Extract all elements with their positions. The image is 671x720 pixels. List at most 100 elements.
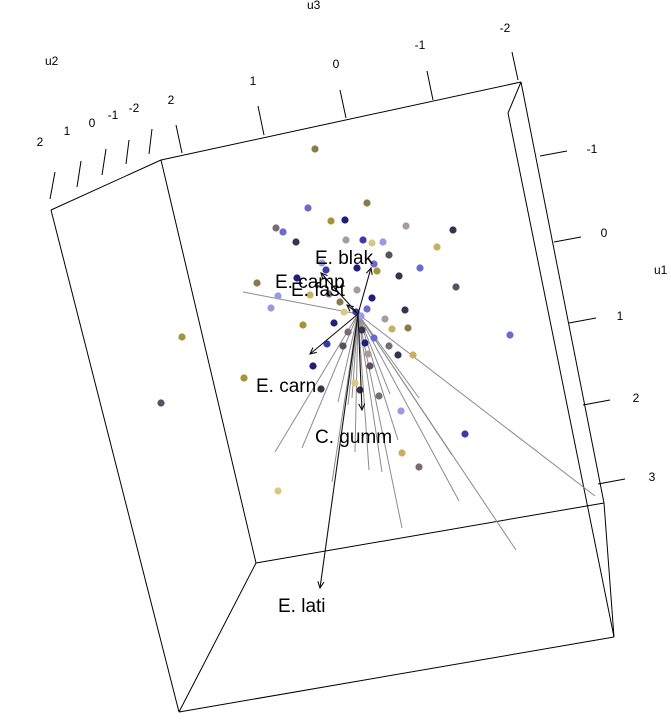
loading-arrow: [346, 304, 359, 315]
loading-ray: [357, 313, 460, 502]
u2-axis-label: u2: [45, 54, 59, 68]
data-point: [274, 292, 282, 300]
arrow-head: [309, 347, 317, 355]
data-point: [385, 342, 393, 350]
label-e-blak: E. blak: [315, 248, 374, 269]
data-point: [292, 238, 300, 246]
data-point: [178, 333, 186, 341]
data-point: [336, 298, 344, 306]
u2-tick-label: -2: [129, 101, 140, 115]
data-point: [415, 463, 423, 471]
u2-tick-label: 0: [89, 116, 96, 130]
data-point: [353, 286, 361, 294]
u2-tick: [101, 148, 107, 176]
loading-ray: [274, 313, 359, 453]
loading-ray: [242, 291, 359, 315]
arrow-head: [317, 581, 325, 590]
u1-tick: [582, 399, 611, 406]
data-point: [327, 217, 335, 225]
u3-tick: [175, 124, 183, 154]
data-point: [330, 319, 338, 327]
loading-ray: [357, 313, 383, 473]
label-e-camp: E. camp: [275, 272, 345, 293]
u2-axis: [49, 128, 153, 200]
data-point: [299, 321, 307, 329]
u2-tick-label: 2: [37, 135, 44, 149]
data-point: [416, 264, 424, 272]
data-point: [404, 324, 412, 332]
box-edge: [178, 562, 257, 713]
arrow-head: [358, 403, 366, 412]
data-point: [375, 392, 383, 400]
u1-tick-label: 3: [649, 470, 656, 484]
data-point: [318, 259, 326, 267]
loading-arrow: [357, 313, 363, 411]
loading-ray: [357, 313, 596, 497]
loading-ray: [357, 313, 420, 399]
data-point: [398, 449, 406, 457]
data-point: [361, 339, 369, 347]
u1-tick: [568, 317, 597, 324]
data-point: [385, 251, 393, 259]
data-point: [397, 407, 405, 415]
data-point: [364, 350, 372, 358]
loading-ray: [301, 313, 359, 449]
data-point: [356, 386, 364, 394]
data-point: [368, 239, 376, 247]
label-e-fast: E. fast: [291, 280, 346, 301]
u3-tick-label: 1: [250, 74, 257, 88]
data-point: [325, 290, 333, 298]
loading-ray: [357, 313, 370, 471]
data-point: [370, 334, 378, 342]
data-point: [309, 362, 317, 370]
data-point: [357, 312, 365, 320]
arrow-head: [320, 272, 328, 280]
data-point: [363, 305, 371, 313]
data-point: [409, 351, 417, 359]
data-point: [359, 236, 367, 244]
label-c-gumm: C. gumm: [315, 427, 392, 448]
data-point: [402, 222, 410, 230]
data-point: [506, 331, 514, 339]
data-point: [323, 340, 331, 348]
data-point: [368, 294, 376, 302]
u2-tick: [148, 128, 153, 155]
box-edge: [160, 81, 522, 161]
data-point: [340, 308, 348, 316]
u1-axis-label-text: u1: [654, 263, 668, 277]
loading-arrow: [309, 313, 359, 355]
box-edge: [160, 159, 257, 564]
u3-tick-label: 2: [168, 93, 175, 107]
data-point: [339, 342, 347, 350]
u2-axis-label-text: u2: [45, 54, 59, 68]
data-point: [433, 243, 441, 251]
u1-tick: [553, 236, 582, 243]
data-point: [341, 216, 349, 224]
data-point: [293, 274, 301, 282]
u3-tick-label: -2: [500, 21, 511, 35]
loading-arrow: [319, 313, 359, 589]
u3-tick: [426, 70, 434, 101]
u3-axis-label-text: u3: [307, 0, 321, 12]
box-edge: [50, 209, 180, 713]
u3-tick-label: 0: [333, 57, 340, 71]
data-point: [274, 487, 282, 495]
loading-ray: [357, 313, 399, 441]
u3-axis-label: u3: [307, 0, 321, 12]
box-edge: [178, 636, 615, 713]
box-edge: [507, 112, 615, 638]
data-point: [253, 279, 261, 287]
box-edge: [50, 159, 162, 211]
loading-arrow: [357, 267, 372, 315]
data-point: [344, 328, 352, 336]
u3-tick: [511, 51, 519, 81]
data-point: [157, 399, 165, 407]
u1-axis-label: u1: [654, 263, 668, 277]
arrow-head: [365, 266, 373, 275]
u2-tick: [125, 139, 130, 165]
data-point: [306, 291, 314, 299]
data-point: [394, 351, 402, 359]
box-edge: [603, 502, 615, 638]
label-e-carn: E. carn: [256, 376, 316, 397]
arrow-head: [346, 304, 354, 312]
